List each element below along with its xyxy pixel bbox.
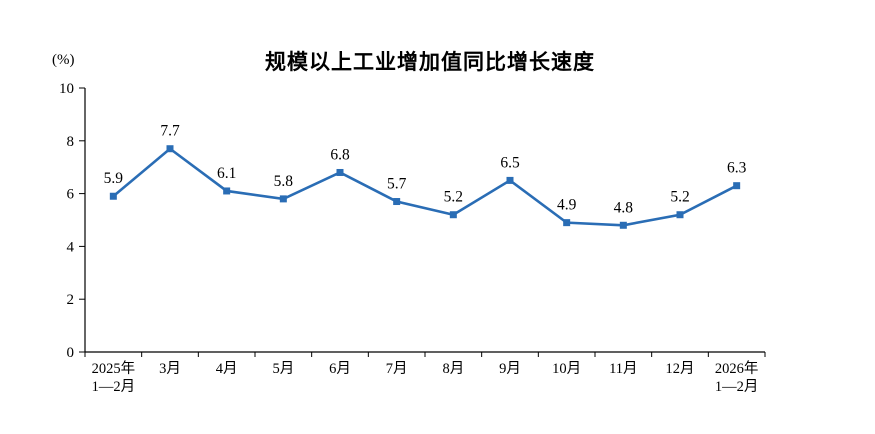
- x-tick-label: 5月: [272, 361, 294, 377]
- data-point-label: 5.8: [274, 173, 294, 190]
- x-tick-label: 4月: [216, 361, 238, 377]
- data-point-label: 4.9: [557, 197, 577, 214]
- data-point-label: 5.9: [104, 170, 124, 187]
- x-tick-label: 6月: [329, 361, 351, 377]
- data-line: [112, 147, 738, 227]
- x-tick-label: 8月: [442, 361, 464, 377]
- x-tick-label: 9月: [499, 361, 521, 377]
- data-point-marker: [279, 195, 287, 203]
- data-point-label: 7.7: [160, 123, 180, 140]
- y-axis-unit-label: (%): [52, 52, 75, 68]
- y-tick-label: 10: [59, 81, 74, 97]
- data-point-marker: [733, 182, 741, 190]
- data-point-marker: [166, 145, 174, 153]
- y-tick-label: 6: [67, 187, 75, 203]
- data-point-label: 5.7: [387, 176, 407, 193]
- x-tick-label: 2026年 1—2月: [715, 360, 759, 395]
- data-point-marker: [223, 187, 231, 195]
- data-point-marker: [109, 192, 117, 200]
- chart-title: 规模以上工业增加值同比增长速度: [265, 50, 595, 74]
- x-tick-label: 3月: [159, 361, 181, 377]
- x-tick-label: 12月: [666, 361, 695, 377]
- x-tick-label: 10月: [552, 361, 581, 377]
- data-point-marker: [676, 211, 684, 219]
- y-tick-label: 2: [67, 292, 75, 308]
- data-point-marker: [393, 198, 401, 206]
- data-point-marker: [449, 211, 457, 219]
- data-point-label: 6.8: [330, 146, 350, 163]
- data-point-label: 6.5: [500, 154, 520, 171]
- data-point-marker: [563, 219, 571, 227]
- y-tick-label: 4: [67, 239, 75, 255]
- y-tick-label: 8: [67, 134, 75, 150]
- x-tick-label: 2025年 1—2月: [92, 360, 136, 395]
- data-point-marker: [619, 221, 627, 229]
- data-point-marker: [336, 168, 344, 176]
- data-point-label: 6.1: [217, 165, 236, 182]
- data-point-label: 4.8: [614, 199, 634, 216]
- x-tick-label: 11月: [609, 361, 637, 377]
- data-point-label: 5.2: [444, 189, 463, 206]
- data-point-label: 5.2: [670, 189, 689, 206]
- data-point-label: 6.3: [727, 160, 747, 177]
- data-point-marker: [506, 176, 514, 184]
- x-tick-label: 7月: [386, 361, 408, 377]
- y-tick-label: 0: [67, 345, 75, 361]
